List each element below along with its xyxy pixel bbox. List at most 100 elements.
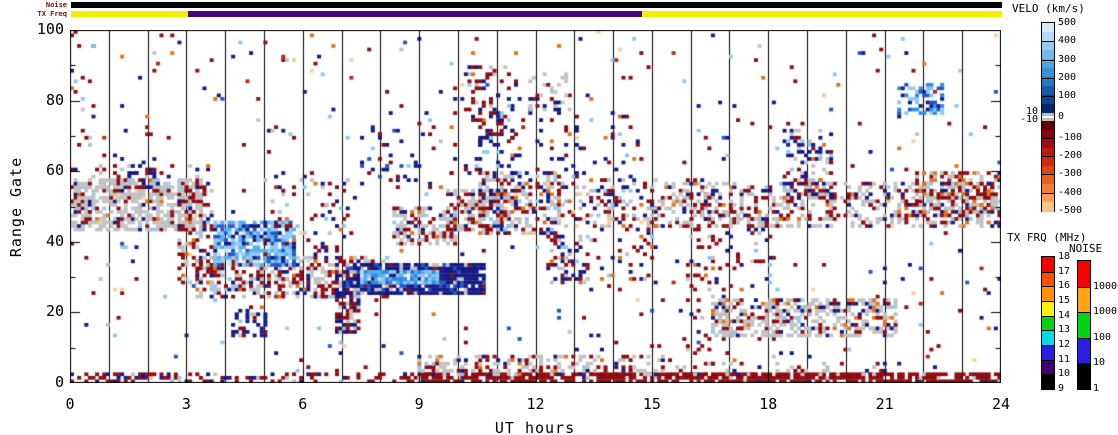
- colorbar-cell: [1042, 68, 1054, 78]
- y-tick-label: 40: [45, 231, 64, 250]
- colorbar-cell: [1042, 193, 1054, 203]
- colorbar-tick-line: [1042, 155, 1054, 157]
- colorbar-cell: [1042, 121, 1054, 131]
- noise-colorbar-title: NOISE: [1069, 242, 1103, 255]
- velocity-tick-label: 300: [1058, 53, 1077, 65]
- colorbar-cell: [1042, 330, 1054, 345]
- noiseColorbar-tick-label: 1: [1093, 383, 1100, 394]
- colorbar-cell: [1042, 184, 1054, 194]
- txColorbar-tick-label: 14: [1058, 309, 1071, 321]
- colorbar-cell: [1042, 301, 1054, 316]
- velocity-side-tick-label: 10: [1025, 106, 1038, 117]
- y-tick-label: 60: [45, 161, 64, 180]
- velocity-tick-label: 500: [1058, 17, 1077, 28]
- velocity-tick-label: -100: [1058, 131, 1083, 143]
- x-tick-label: 9: [414, 395, 424, 413]
- x-tick-label: 3: [181, 395, 191, 413]
- colorbar-cell: [1078, 286, 1090, 313]
- colorbar-cell: [1042, 175, 1054, 185]
- colorbar-cell: [1042, 315, 1054, 331]
- colorbar-cell: [1042, 157, 1054, 167]
- colorbar-cell: [1042, 148, 1054, 158]
- colorbar-tick-line: [1042, 345, 1054, 346]
- colorbar-tick-line: [1042, 330, 1054, 332]
- txColorbar-tick-label: 13: [1058, 324, 1071, 336]
- colorbar-cell: [1042, 95, 1054, 105]
- colorbar-tick-line: [1042, 301, 1054, 302]
- colorbar-tick-line: [1042, 315, 1054, 317]
- colorbar-cell: [1042, 257, 1054, 272]
- colorbar-tick-line: [1042, 271, 1054, 273]
- txColorbar-tick-label: 16: [1058, 280, 1071, 292]
- txColorbar-tick-label: 12: [1058, 339, 1071, 350]
- velocity-colorbar-title: VELO (km/s): [1012, 2, 1085, 15]
- txColorbar-tick-label: 11: [1058, 353, 1071, 365]
- txColorbar-tick-label: 15: [1058, 295, 1071, 306]
- colorbar-cell: [1042, 166, 1054, 176]
- velocity-tick-label: 0: [1058, 111, 1065, 122]
- colorbar-cell: [1042, 271, 1054, 287]
- txColorbar-tick-label: 17: [1058, 265, 1071, 277]
- colorbar-cell: [1042, 59, 1054, 69]
- noiseColorbar-tick-label: 100: [1093, 331, 1112, 343]
- colorbar-tick-line: [1042, 374, 1054, 376]
- colorbar-cell: [1042, 32, 1054, 42]
- noiseColorbar-tick-label: 10000: [1093, 280, 1118, 292]
- colorbar-cell: [1042, 359, 1054, 375]
- x-tick-label: 0: [65, 395, 75, 413]
- colorbar-cell: [1078, 363, 1090, 389]
- colorbar-cell: [1042, 104, 1054, 114]
- colorbar-cell: [1042, 77, 1054, 87]
- colorbar-tick-line: [1042, 59, 1054, 61]
- txfreq-status-bar: [71, 11, 1002, 17]
- txfrq-colorbar: [1041, 256, 1055, 390]
- colorbar-tick-line: [1078, 337, 1090, 339]
- colorbar-tick-line: [1042, 78, 1054, 80]
- colorbar-cell: [1042, 345, 1054, 360]
- colorbar-tick-line: [1042, 359, 1054, 361]
- y-tick-label: 100: [36, 20, 64, 38]
- status-bar-segment: [71, 11, 189, 17]
- velocity-tick-label: -500: [1058, 205, 1083, 216]
- velocity-tick-label: 400: [1058, 35, 1077, 47]
- colorbar-cell: [1042, 41, 1054, 51]
- status-bar-segment: [642, 11, 1002, 17]
- colorbar-cell: [1042, 374, 1054, 389]
- colorbar-cell: [1078, 312, 1090, 338]
- x-tick-label: 18: [759, 395, 778, 413]
- colorbar-cell: [1078, 261, 1090, 287]
- y-tick-label: 0: [54, 373, 64, 391]
- colorbar-cell: [1042, 50, 1054, 60]
- velocity-tick-label: -300: [1058, 168, 1083, 180]
- velocity-tick-label: -200: [1058, 149, 1083, 161]
- noise-status-bar: [71, 2, 1002, 8]
- x-tick-label: 6: [298, 395, 308, 413]
- txColorbar-tick-label: 9: [1058, 383, 1065, 394]
- status-bar-segment: [188, 11, 642, 17]
- x-tick-label: 24: [991, 395, 1011, 413]
- velocity-side-tick-label: -10: [1019, 114, 1038, 125]
- colorbar-cell: [1078, 337, 1090, 364]
- colorbar-tick-line: [1078, 312, 1090, 314]
- status-bar-segment: [71, 2, 1002, 8]
- velocity-tick-label: 100: [1058, 90, 1077, 102]
- noiseColorbar-tick-label: 10: [1093, 357, 1106, 369]
- colorbar-tick-line: [1042, 286, 1054, 288]
- x-tick-label: 12: [526, 395, 545, 413]
- colorbar-cell: [1042, 286, 1054, 301]
- colorbar-cell: [1042, 86, 1054, 96]
- y-tick-label: 20: [45, 302, 64, 321]
- colorbar-tick-line: [1042, 96, 1054, 98]
- txColorbar-tick-label: 18: [1058, 251, 1071, 262]
- colorbar-tick-line: [1042, 137, 1054, 139]
- noiseColorbar-tick-label: 1000: [1093, 306, 1118, 318]
- colorbar-cell: [1042, 202, 1054, 212]
- colorbar-tick-line: [1042, 116, 1054, 118]
- txfrq-colorbar-title: TX FRQ (MHz): [1007, 231, 1087, 244]
- x-axis-title: UT hours: [494, 419, 576, 435]
- x-tick-label: 15: [642, 395, 661, 413]
- colorbar-tick-line: [1042, 174, 1054, 176]
- colorbar-tick-line: [1078, 286, 1090, 288]
- noise-colorbar: [1077, 260, 1091, 390]
